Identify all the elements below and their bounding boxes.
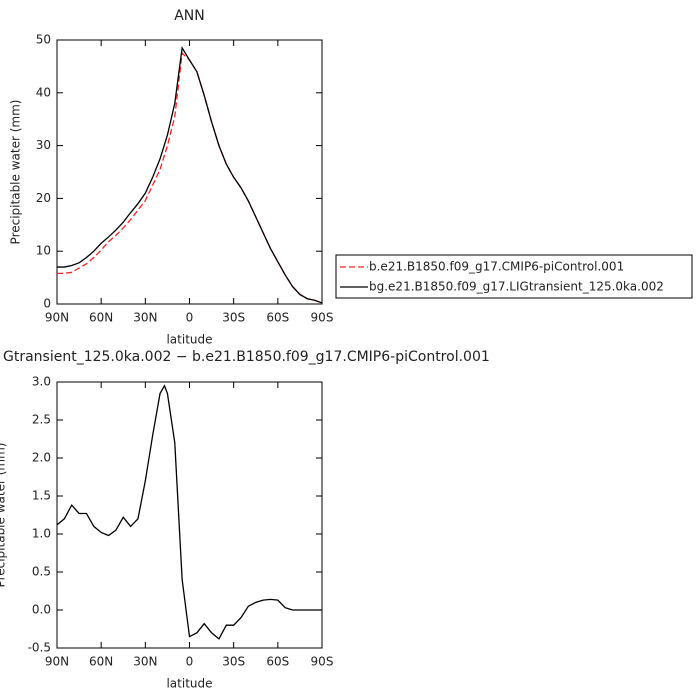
x-tick-label: 60N <box>89 311 113 325</box>
y-tick-label: 20 <box>36 191 51 205</box>
y-tick-label: 2.5 <box>32 413 51 427</box>
y-tick-label: 0.5 <box>32 565 51 579</box>
x-tick-label: 0 <box>186 311 194 325</box>
x-tick-label: 0 <box>186 655 194 669</box>
y-tick-label: 30 <box>36 138 51 152</box>
data-line <box>56 384 322 640</box>
y-tick-label: 3.0 <box>32 375 51 389</box>
x-tick-label: 60S <box>266 655 289 669</box>
x-tick-label: 30N <box>133 655 157 669</box>
y-tick-label: 0.0 <box>32 603 51 617</box>
x-axis-label: latitude <box>166 677 212 691</box>
chart-title: Gtransient_125.0ka.002 − b.e21.B1850.f09… <box>3 349 490 365</box>
y-tick-label: 50 <box>36 33 51 47</box>
x-axis-label: latitude <box>166 333 212 347</box>
x-tick-label: 90N <box>45 655 69 669</box>
x-tick-label: 90N <box>45 311 69 325</box>
x-tick-label: 30S <box>222 311 245 325</box>
x-tick-label: 90S <box>311 655 334 669</box>
x-tick-label: 90S <box>311 311 334 325</box>
y-tick-label: -0.5 <box>28 641 51 655</box>
x-tick-label: 60S <box>266 311 289 325</box>
plot-frame <box>56 381 323 649</box>
legend-box <box>335 254 693 299</box>
chart-title: ANN <box>174 8 205 24</box>
y-tick-label: 1.5 <box>32 489 51 503</box>
y-tick-label: 2.0 <box>32 451 51 465</box>
y-tick-label: 40 <box>36 85 51 99</box>
x-tick-label: 30N <box>133 311 157 325</box>
y-tick-label: 1.0 <box>32 527 51 541</box>
x-tick-label: 30S <box>222 655 245 669</box>
y-axis-label: Precipitable water (mm) <box>9 100 23 245</box>
legend-label: b.e21.B1850.f09_g17.CMIP6-piControl.001 <box>369 260 624 274</box>
y-axis-label: Precipitable water (mm) <box>0 443 8 588</box>
data-line <box>57 46 323 304</box>
data-line <box>57 51 323 304</box>
x-tick-label: 60N <box>89 655 113 669</box>
plot-frame <box>56 39 323 305</box>
y-tick-label: 0 <box>43 297 51 311</box>
y-tick-label: 10 <box>36 244 51 258</box>
legend-label: bg.e21.B1850.f09_g17.LIGtransient_125.0k… <box>369 280 664 294</box>
